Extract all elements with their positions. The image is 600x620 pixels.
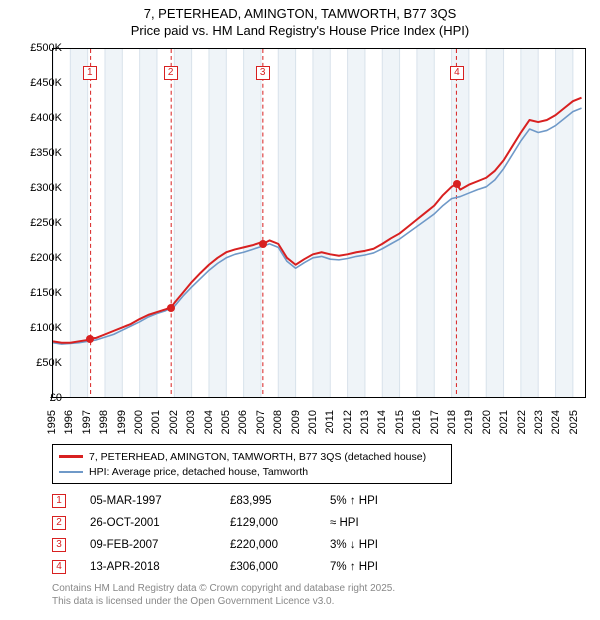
chart-plot-area [52,48,586,398]
x-tick-label: 2020 [481,410,493,446]
legend-label: HPI: Average price, detached house, Tamw… [89,466,308,478]
legend: 7, PETERHEAD, AMINGTON, TAMWORTH, B77 3Q… [52,444,452,484]
y-tick-label: £400K [12,112,62,124]
x-tick-label: 2003 [185,410,197,446]
sales-row-pct: 3% ↓ HPI [330,539,420,551]
x-tick-label: 2014 [376,410,388,446]
chart-container: 7, PETERHEAD, AMINGTON, TAMWORTH, B77 3Q… [0,0,600,620]
x-tick-label: 2002 [168,410,180,446]
sales-table-row: 2 26-OCT-2001£129,000≈ HPI [52,512,420,534]
x-tick-label: 2001 [150,410,162,446]
legend-label: 7, PETERHEAD, AMINGTON, TAMWORTH, B77 3Q… [89,451,426,463]
y-tick-label: £100K [12,322,62,334]
sales-row-date: 09-FEB-2007 [90,539,230,551]
x-tick-label: 2016 [411,410,423,446]
legend-row: HPI: Average price, detached house, Tamw… [59,464,445,479]
x-tick-label: 2022 [516,410,528,446]
x-tick-label: 1996 [63,410,75,446]
x-tick-label: 2005 [220,410,232,446]
sales-row-marker: 4 [52,560,66,574]
y-tick-label: £150K [12,287,62,299]
y-tick-label: £500K [12,42,62,54]
x-tick-label: 1998 [98,410,110,446]
sales-table-row: 3 09-FEB-2007£220,0003% ↓ HPI [52,534,420,556]
sales-row-marker: 1 [52,494,66,508]
x-tick-label: 2009 [290,410,302,446]
x-tick-label: 2007 [255,410,267,446]
x-tick-label: 2000 [133,410,145,446]
sales-row-price: £129,000 [230,517,330,529]
sale-marker-dot [167,304,175,312]
sales-table-row: 1 05-MAR-1997£83,9955% ↑ HPI [52,490,420,512]
legend-row: 7, PETERHEAD, AMINGTON, TAMWORTH, B77 3Q… [59,449,445,464]
x-tick-label: 2013 [359,410,371,446]
y-tick-label: £350K [12,147,62,159]
sales-row-date: 13-APR-2018 [90,561,230,573]
sales-table-row: 4 13-APR-2018£306,0007% ↑ HPI [52,556,420,578]
title-line1: 7, PETERHEAD, AMINGTON, TAMWORTH, B77 3Q… [0,6,600,21]
x-tick-label: 2011 [324,410,336,446]
x-tick-label: 2006 [237,410,249,446]
sales-row-pct: 5% ↑ HPI [330,495,420,507]
x-tick-label: 1999 [116,410,128,446]
sales-row-marker: 3 [52,538,66,552]
sales-table: 105-MAR-1997£83,9955% ↑ HPI226-OCT-2001£… [52,490,420,578]
footer: Contains HM Land Registry data © Crown c… [52,582,395,608]
x-tick-label: 2010 [307,410,319,446]
x-tick-label: 2024 [550,410,562,446]
y-tick-label: £250K [12,217,62,229]
y-tick-label: £450K [12,77,62,89]
x-tick-label: 2019 [463,410,475,446]
sales-row-pct: 7% ↑ HPI [330,561,420,573]
x-tick-label: 2004 [203,410,215,446]
x-tick-label: 2012 [342,410,354,446]
x-tick-label: 1995 [46,410,58,446]
sales-row-price: £306,000 [230,561,330,573]
footer-line2: This data is licensed under the Open Gov… [52,595,395,608]
sales-row-date: 26-OCT-2001 [90,517,230,529]
sales-row-pct: ≈ HPI [330,517,420,529]
sale-marker-dot [259,240,267,248]
sale-marker-label: 1 [83,66,97,80]
x-tick-label: 2015 [394,410,406,446]
sale-marker-dot [86,335,94,343]
x-tick-label: 2017 [429,410,441,446]
sale-marker-dot [453,180,461,188]
y-tick-label: £0 [12,392,62,404]
sale-marker-label: 4 [450,66,464,80]
sale-marker-label: 2 [164,66,178,80]
x-tick-label: 2023 [533,410,545,446]
sales-row-price: £220,000 [230,539,330,551]
title-block: 7, PETERHEAD, AMINGTON, TAMWORTH, B77 3Q… [0,0,600,38]
sales-row-price: £83,995 [230,495,330,507]
legend-swatch [59,471,83,473]
footer-line1: Contains HM Land Registry data © Crown c… [52,582,395,595]
title-line2: Price paid vs. HM Land Registry's House … [0,23,600,38]
chart-svg [53,49,585,397]
y-tick-label: £300K [12,182,62,194]
x-tick-label: 2021 [498,410,510,446]
x-tick-label: 2008 [272,410,284,446]
sales-row-marker: 2 [52,516,66,530]
legend-swatch [59,455,83,458]
sale-marker-label: 3 [256,66,270,80]
sales-row-date: 05-MAR-1997 [90,495,230,507]
x-tick-label: 2018 [446,410,458,446]
x-tick-label: 1997 [81,410,93,446]
y-tick-label: £200K [12,252,62,264]
y-tick-label: £50K [12,357,62,369]
x-tick-label: 2025 [568,410,580,446]
